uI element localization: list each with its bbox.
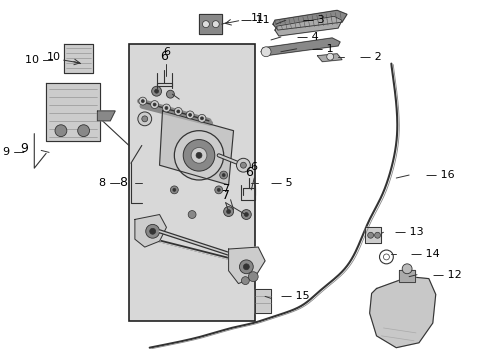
Polygon shape: [272, 10, 346, 30]
Bar: [129, 44, 255, 321]
Text: 9 —: 9 —: [2, 147, 24, 157]
Text: — 2: — 2: [359, 52, 381, 62]
Circle shape: [183, 140, 214, 171]
Circle shape: [261, 47, 270, 57]
Text: 6: 6: [245, 166, 253, 179]
Text: 6: 6: [250, 162, 257, 172]
Polygon shape: [317, 54, 341, 62]
Circle shape: [142, 116, 147, 122]
Circle shape: [177, 110, 180, 113]
Text: — 12: — 12: [432, 270, 461, 280]
Text: 8 —: 8 —: [99, 178, 121, 188]
Text: — 11: — 11: [241, 15, 269, 25]
Text: — 16: — 16: [425, 170, 453, 180]
Circle shape: [223, 207, 233, 216]
Circle shape: [240, 162, 246, 168]
Circle shape: [241, 277, 249, 284]
Text: — 13: — 13: [394, 227, 423, 237]
Circle shape: [222, 174, 224, 176]
Text: 10 —: 10 —: [25, 55, 54, 65]
Circle shape: [153, 103, 156, 106]
Circle shape: [383, 254, 388, 260]
Circle shape: [367, 232, 373, 238]
Text: 6: 6: [160, 50, 168, 63]
Circle shape: [200, 117, 203, 120]
Text: 7: 7: [222, 184, 229, 194]
Polygon shape: [199, 14, 221, 34]
Circle shape: [236, 158, 250, 172]
Circle shape: [191, 148, 206, 163]
Text: 8: 8: [119, 176, 127, 189]
Circle shape: [196, 152, 202, 158]
Text: 6: 6: [163, 47, 170, 57]
Polygon shape: [228, 247, 264, 284]
Circle shape: [217, 188, 220, 192]
Circle shape: [239, 260, 253, 274]
Circle shape: [166, 90, 174, 98]
Circle shape: [162, 104, 170, 112]
Circle shape: [186, 111, 194, 119]
Circle shape: [174, 131, 223, 180]
Polygon shape: [398, 270, 414, 282]
Text: — 15: — 15: [280, 291, 309, 301]
Polygon shape: [64, 44, 93, 73]
Circle shape: [149, 228, 155, 234]
Text: 9: 9: [20, 142, 28, 155]
Text: — 4: — 4: [296, 32, 318, 42]
Circle shape: [188, 211, 196, 219]
Text: — 5: — 5: [270, 178, 292, 188]
Circle shape: [374, 232, 380, 238]
Circle shape: [55, 125, 67, 136]
Circle shape: [139, 97, 146, 105]
Circle shape: [243, 264, 249, 270]
Circle shape: [219, 171, 227, 179]
Circle shape: [212, 21, 219, 28]
Circle shape: [151, 86, 161, 96]
Circle shape: [248, 272, 258, 282]
Circle shape: [226, 210, 230, 213]
Circle shape: [401, 264, 411, 274]
Circle shape: [202, 21, 209, 28]
Circle shape: [154, 89, 158, 93]
Circle shape: [326, 53, 333, 60]
Circle shape: [173, 188, 176, 192]
Circle shape: [141, 100, 144, 103]
Circle shape: [164, 107, 167, 109]
Text: 11: 11: [251, 13, 265, 23]
Circle shape: [188, 113, 191, 116]
Text: — 1: — 1: [312, 44, 333, 54]
Circle shape: [241, 210, 251, 220]
Circle shape: [379, 250, 392, 264]
Polygon shape: [255, 288, 270, 313]
Polygon shape: [369, 277, 435, 348]
Polygon shape: [274, 16, 341, 36]
Polygon shape: [261, 38, 339, 56]
Circle shape: [174, 108, 182, 116]
Polygon shape: [97, 111, 115, 121]
Circle shape: [198, 114, 205, 122]
Polygon shape: [46, 83, 100, 140]
Circle shape: [214, 186, 222, 194]
Circle shape: [145, 224, 159, 238]
Text: — 3: — 3: [302, 15, 324, 25]
Polygon shape: [135, 215, 166, 247]
Circle shape: [244, 212, 248, 216]
Text: 10: 10: [47, 52, 61, 62]
Text: — 14: — 14: [410, 249, 439, 259]
Text: 7: 7: [221, 189, 229, 202]
Polygon shape: [159, 111, 233, 185]
Polygon shape: [364, 228, 381, 243]
Circle shape: [138, 112, 151, 126]
Circle shape: [150, 100, 158, 108]
Circle shape: [170, 186, 178, 194]
Circle shape: [78, 125, 89, 136]
